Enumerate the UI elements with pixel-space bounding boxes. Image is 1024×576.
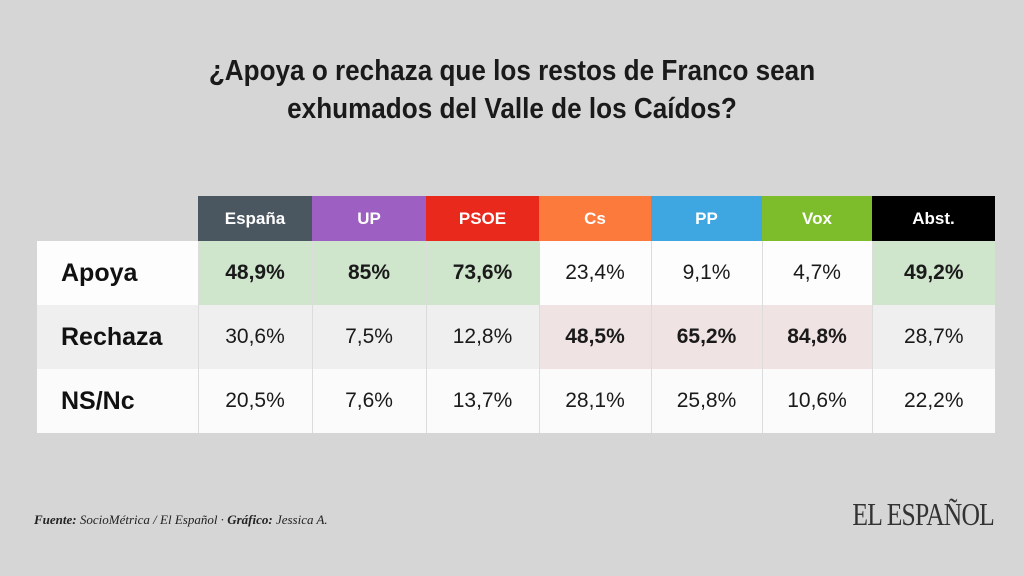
value-cell: 28,7%: [871, 305, 995, 369]
title-line-2: exhumados del Valle de los Caídos?: [287, 93, 737, 125]
value-cell: 85%: [311, 241, 426, 305]
value-cell: 22,2%: [871, 369, 995, 433]
source-label: Fuente:: [34, 512, 77, 527]
el-espanol-logo: EL ESPAÑOL: [852, 496, 994, 532]
row-label: Rechaza: [37, 305, 198, 369]
value-cell: 7,5%: [311, 305, 426, 369]
column-header-3: Cs: [539, 196, 651, 241]
source-text: SocioMétrica / El Español ·: [76, 512, 228, 527]
value-cell: 7,6%: [311, 369, 426, 433]
title-line-1: ¿Apoya o rechaza que los restos de Franc…: [208, 55, 816, 87]
graphic-text: Jessica A.: [272, 512, 328, 527]
row-label: NS/Nc: [37, 369, 198, 433]
graphic-label: Gráfico:: [227, 512, 273, 527]
value-cell: 25,8%: [650, 369, 762, 433]
value-cell: 4,7%: [761, 241, 872, 305]
row-label: Apoya: [37, 241, 198, 305]
table-row: Apoya 48,9% 85% 73,6% 23,4% 9,1% 4,7% 49,2%: [37, 241, 995, 305]
column-header-0: España: [198, 196, 312, 241]
value-cell: 12,8%: [425, 305, 539, 369]
value-cell: 23,4%: [538, 241, 651, 305]
chart-title: ¿Apoya o rechaza que los restos de Franc…: [51, 52, 973, 128]
table-row: Rechaza 30,6% 7,5% 12,8% 48,5% 65,2% 84,8% 28,7…: [37, 305, 995, 369]
value-cell: 9,1%: [650, 241, 762, 305]
column-header-1: UP: [312, 196, 426, 241]
value-cell: 48,5%: [538, 305, 651, 369]
results-table: España UP PSOE Cs PP Vox Abst. Apoya 48,9% 85% 73…: [37, 196, 995, 433]
value-cell: 13,7%: [425, 369, 539, 433]
table-row: NS/Nc 20,5% 7,6% 13,7% 28,1% 25,8% 10,6% 22,2%: [37, 369, 995, 433]
corner-cell: [37, 196, 198, 241]
value-cell: 48,9%: [197, 241, 312, 305]
footer-credits: Fuente: SocioMétrica / El Español · Gráf…: [34, 512, 328, 528]
value-cell: 30,6%: [197, 305, 312, 369]
column-header-4: PP: [651, 196, 762, 241]
column-header-5: Vox: [762, 196, 872, 241]
value-cell: 84,8%: [761, 305, 872, 369]
value-cell: 28,1%: [538, 369, 651, 433]
column-header-2: PSOE: [426, 196, 539, 241]
value-cell: 20,5%: [197, 369, 312, 433]
value-cell: 10,6%: [761, 369, 872, 433]
column-header-6: Abst.: [872, 196, 995, 241]
value-cell: 73,6%: [425, 241, 539, 305]
value-cell: 49,2%: [871, 241, 995, 305]
value-cell: 65,2%: [650, 305, 762, 369]
